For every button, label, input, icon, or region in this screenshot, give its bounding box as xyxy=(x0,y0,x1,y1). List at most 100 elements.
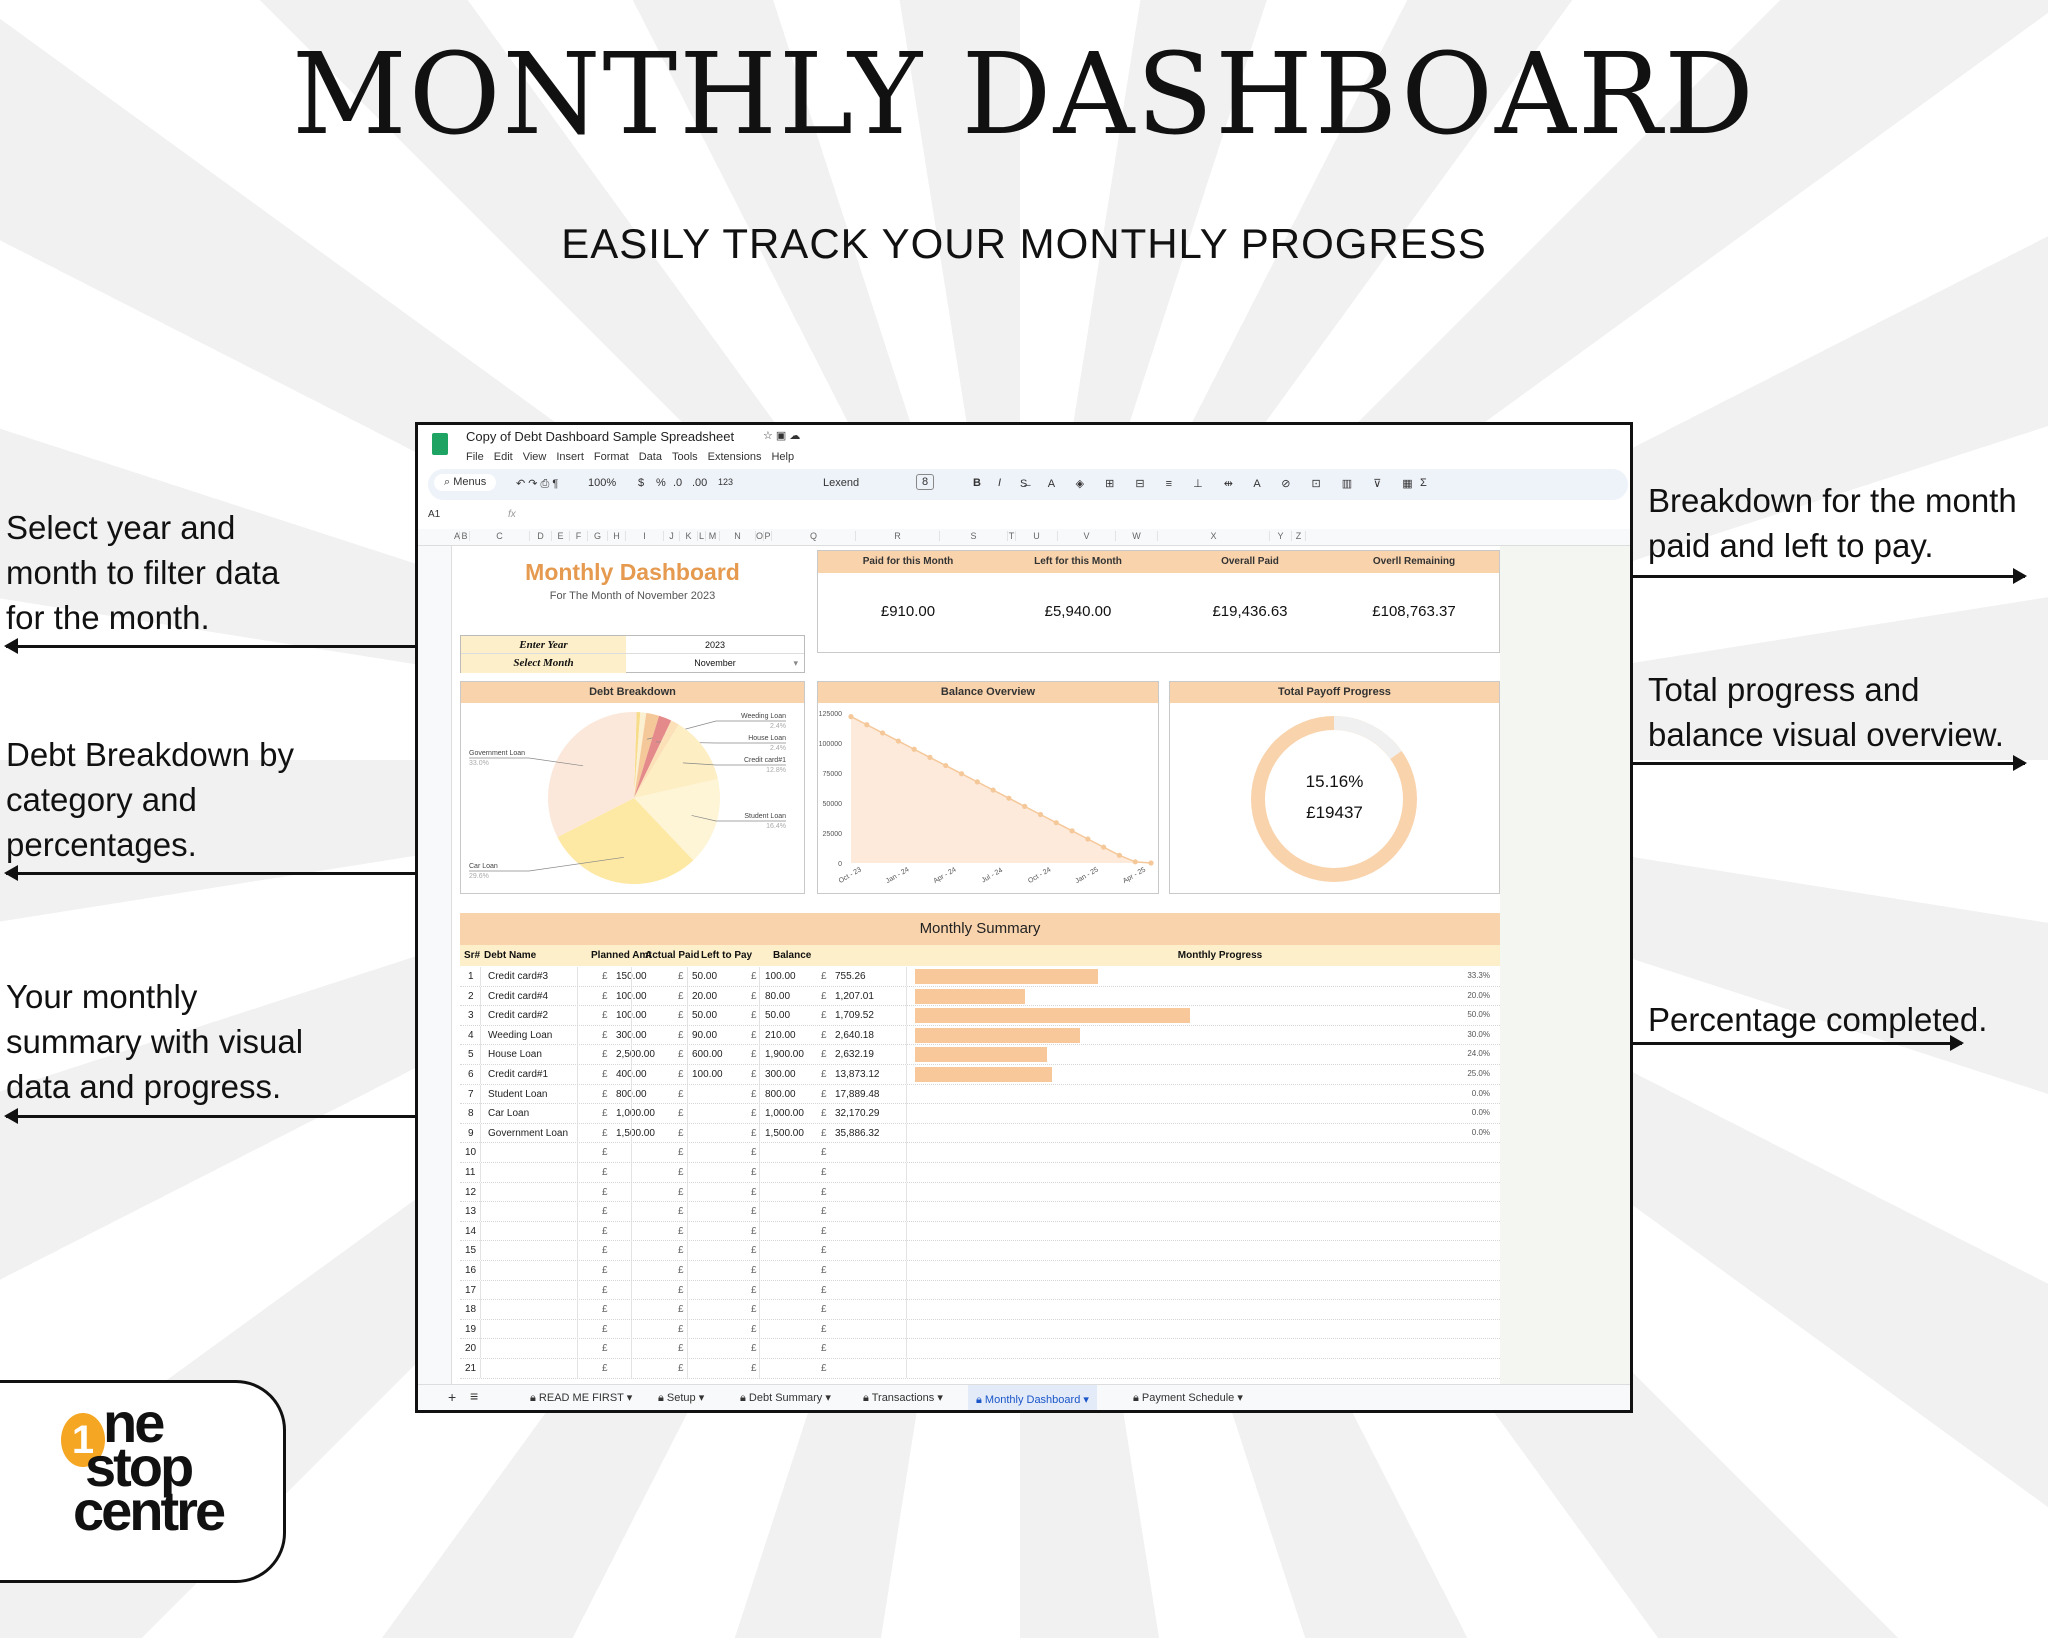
balance-amount[interactable]: 1,709.52 xyxy=(835,1010,874,1022)
sum-button[interactable]: Σ xyxy=(1420,477,1427,489)
balance-amount[interactable]: 2,640.18 xyxy=(835,1029,874,1041)
all-sheets-button[interactable]: ≡ xyxy=(470,1388,479,1404)
left-amount[interactable]: 80.00 xyxy=(765,990,791,1002)
debt-name[interactable]: Credit card#4 xyxy=(488,990,549,1002)
debt-name[interactable]: Weeding Loan xyxy=(488,1029,553,1041)
paid-amount[interactable]: 100.00 xyxy=(692,1069,723,1080)
debt-name[interactable]: House Loan xyxy=(488,1049,542,1061)
menu-format[interactable]: Format xyxy=(593,451,629,463)
column-header[interactable]: O xyxy=(756,531,764,541)
column-header[interactable]: Z xyxy=(1292,531,1306,541)
paid-amount[interactable]: 50.00 xyxy=(692,971,718,982)
column-header[interactable]: N xyxy=(720,531,756,541)
debt-name[interactable]: Government Loan xyxy=(488,1127,569,1139)
column-header[interactable]: V xyxy=(1058,531,1116,541)
column-header[interactable]: D xyxy=(530,531,552,541)
left-amount[interactable]: 210.00 xyxy=(765,1029,796,1041)
bold-button[interactable]: B xyxy=(973,477,981,489)
paid-amount[interactable]: 600.00 xyxy=(692,1049,723,1061)
menu-extensions[interactable]: Extensions xyxy=(707,451,762,463)
menu-view[interactable]: View xyxy=(522,451,547,463)
column-header[interactable]: C xyxy=(470,531,530,541)
column-header[interactable]: R xyxy=(856,531,940,541)
paid-amount[interactable]: 20.00 xyxy=(692,990,718,1002)
menu-help[interactable]: Help xyxy=(771,451,795,463)
sheet-tab[interactable]: 🔒︎ Monthly Dashboard ▾ xyxy=(968,1385,1097,1410)
column-header[interactable]: T xyxy=(1008,531,1016,541)
column-header[interactable]: A xyxy=(454,531,461,541)
balance-amount[interactable]: 17,889.48 xyxy=(835,1088,880,1100)
decrease-decimal-button[interactable]: .0 xyxy=(673,477,683,489)
sheet-tab[interactable]: 🔒︎ Setup ▾ xyxy=(658,1391,704,1405)
cell-divider xyxy=(480,1241,481,1261)
balance-amount[interactable]: 1,207.01 xyxy=(835,990,874,1002)
increase-decimal-button[interactable]: .00 xyxy=(692,477,708,489)
column-header[interactable]: H xyxy=(608,531,626,541)
month-select[interactable]: November ▾ xyxy=(626,654,804,673)
column-header[interactable]: S xyxy=(940,531,1008,541)
title-icons[interactable]: ☆ ▣ ☁ xyxy=(763,430,801,442)
column-header[interactable]: I xyxy=(626,531,664,541)
add-sheet-button[interactable]: + xyxy=(448,1389,457,1405)
number-format-button[interactable]: 123 xyxy=(718,477,734,487)
formula-icon[interactable]: fx xyxy=(508,509,516,520)
column-header[interactable]: G xyxy=(588,531,608,541)
debt-name[interactable]: Student Loan xyxy=(488,1088,548,1100)
menu-edit[interactable]: Edit xyxy=(493,451,513,463)
format-icons[interactable]: S̶ A ◈ ⊞ ⊟ ≡ ⊥ ⇹ A ⊘ ⊡ ▥ ⊽ ▦ xyxy=(1020,478,1422,490)
font-size-input[interactable]: 8 xyxy=(916,474,935,490)
sheet-tab[interactable]: 🔒︎ Transactions ▾ xyxy=(863,1391,943,1405)
paid-amount[interactable]: 50.00 xyxy=(692,1010,718,1022)
column-header[interactable]: E xyxy=(552,531,570,541)
debt-name[interactable]: Car Loan xyxy=(488,1108,530,1120)
paid-amount[interactable]: 90.00 xyxy=(692,1029,718,1041)
left-amount[interactable]: 50.00 xyxy=(765,1010,791,1022)
sheet-tab[interactable]: 🔒︎ READ ME FIRST ▾ xyxy=(530,1391,632,1405)
planned-amount[interactable]: 2,500.00 xyxy=(616,1049,655,1061)
debt-name[interactable]: Credit card#3 xyxy=(488,971,549,982)
sheet-tab[interactable]: 🔒︎ Payment Schedule ▾ xyxy=(1133,1391,1243,1405)
debt-name[interactable]: Credit card#1 xyxy=(488,1069,549,1080)
document-title[interactable]: Copy of Debt Dashboard Sample Spreadshee… xyxy=(466,429,735,444)
left-amount[interactable]: 300.00 xyxy=(765,1069,796,1080)
column-header[interactable]: K xyxy=(680,531,698,541)
column-header[interactable]: U xyxy=(1016,531,1058,541)
column-header[interactable]: W xyxy=(1116,531,1158,541)
menu-file[interactable]: File xyxy=(466,451,484,463)
column-header[interactable]: J xyxy=(664,531,680,541)
balance-amount[interactable]: 32,170.29 xyxy=(835,1108,880,1120)
column-header[interactable]: Q xyxy=(772,531,856,541)
undo-redo-print-icons[interactable]: ↶ ↷ ⎙ ¶ xyxy=(516,478,559,490)
planned-amount[interactable]: 1,500.00 xyxy=(616,1127,655,1139)
italic-button[interactable]: I xyxy=(998,477,1002,489)
column-header[interactable]: F xyxy=(570,531,588,541)
font-select[interactable]: Lexend xyxy=(823,477,860,489)
left-amount[interactable]: 1,900.00 xyxy=(765,1049,804,1061)
column-header[interactable]: L xyxy=(698,531,706,541)
currency-button[interactable]: $ xyxy=(638,477,645,489)
sheet-tab[interactable]: 🔒︎ Debt Summary ▾ xyxy=(740,1391,831,1405)
left-amount[interactable]: 100.00 xyxy=(765,971,796,982)
balance-amount[interactable]: 755.26 xyxy=(835,971,866,982)
column-header[interactable]: M xyxy=(706,531,720,541)
column-header[interactable]: B xyxy=(460,531,470,541)
debt-name[interactable]: Credit card#2 xyxy=(488,1010,549,1022)
cell-reference[interactable]: A1 xyxy=(428,509,441,520)
left-amount[interactable]: 1,500.00 xyxy=(765,1127,804,1139)
menu-insert[interactable]: Insert xyxy=(556,451,584,463)
balance-amount[interactable]: 2,632.19 xyxy=(835,1049,874,1061)
left-amount[interactable]: 800.00 xyxy=(765,1088,796,1100)
column-header[interactable]: Y xyxy=(1270,531,1292,541)
balance-amount[interactable]: 13,873.12 xyxy=(835,1069,880,1080)
menu-data[interactable]: Data xyxy=(638,451,662,463)
search-menus-button[interactable]: ⌕ Menus xyxy=(434,474,497,491)
balance-amount[interactable]: 35,886.32 xyxy=(835,1127,880,1139)
year-input[interactable]: 2023 xyxy=(626,636,804,654)
planned-amount[interactable]: 1,000.00 xyxy=(616,1108,655,1120)
column-header[interactable]: X xyxy=(1158,531,1270,541)
percent-button[interactable]: % xyxy=(656,477,666,489)
zoom-select[interactable]: 100% xyxy=(588,477,617,489)
menu-tools[interactable]: Tools xyxy=(671,451,698,463)
left-amount[interactable]: 1,000.00 xyxy=(765,1108,804,1120)
column-header[interactable]: P xyxy=(764,531,772,541)
